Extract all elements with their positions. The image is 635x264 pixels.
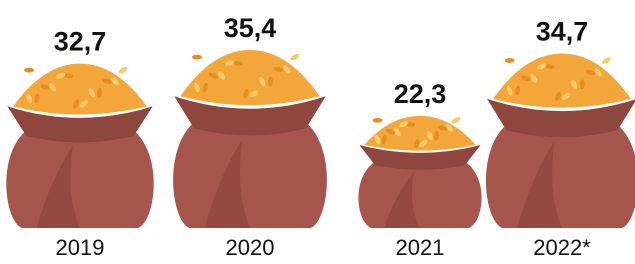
chart: 32,7 2019 35,4 2020 22,3 2021 34,7 2022* <box>0 0 635 264</box>
value-label: 22,3 <box>394 79 447 109</box>
sack <box>358 116 481 228</box>
grain-kernel <box>192 55 202 60</box>
grain-kernel <box>373 118 383 123</box>
grain-kernel <box>505 58 515 63</box>
sack-body <box>486 123 635 228</box>
grain-kernel <box>117 66 128 75</box>
grain-kernel <box>24 68 34 73</box>
sack <box>6 64 153 228</box>
sack-body <box>6 129 153 228</box>
category-label: 2020 <box>226 235 275 260</box>
grain-kernel <box>450 116 461 125</box>
category-label: 2019 <box>56 235 105 260</box>
value-label: 34,7 <box>536 17 589 47</box>
grain-kernel <box>601 56 612 65</box>
category-label: 2022* <box>533 235 591 260</box>
sack <box>173 50 327 228</box>
value-label: 35,4 <box>224 13 277 43</box>
sack-body <box>358 161 481 228</box>
value-label: 32,7 <box>54 27 107 57</box>
sack <box>486 54 635 228</box>
category-label: 2021 <box>396 235 445 260</box>
grain-kernel <box>289 52 300 61</box>
sack-body <box>173 121 327 228</box>
